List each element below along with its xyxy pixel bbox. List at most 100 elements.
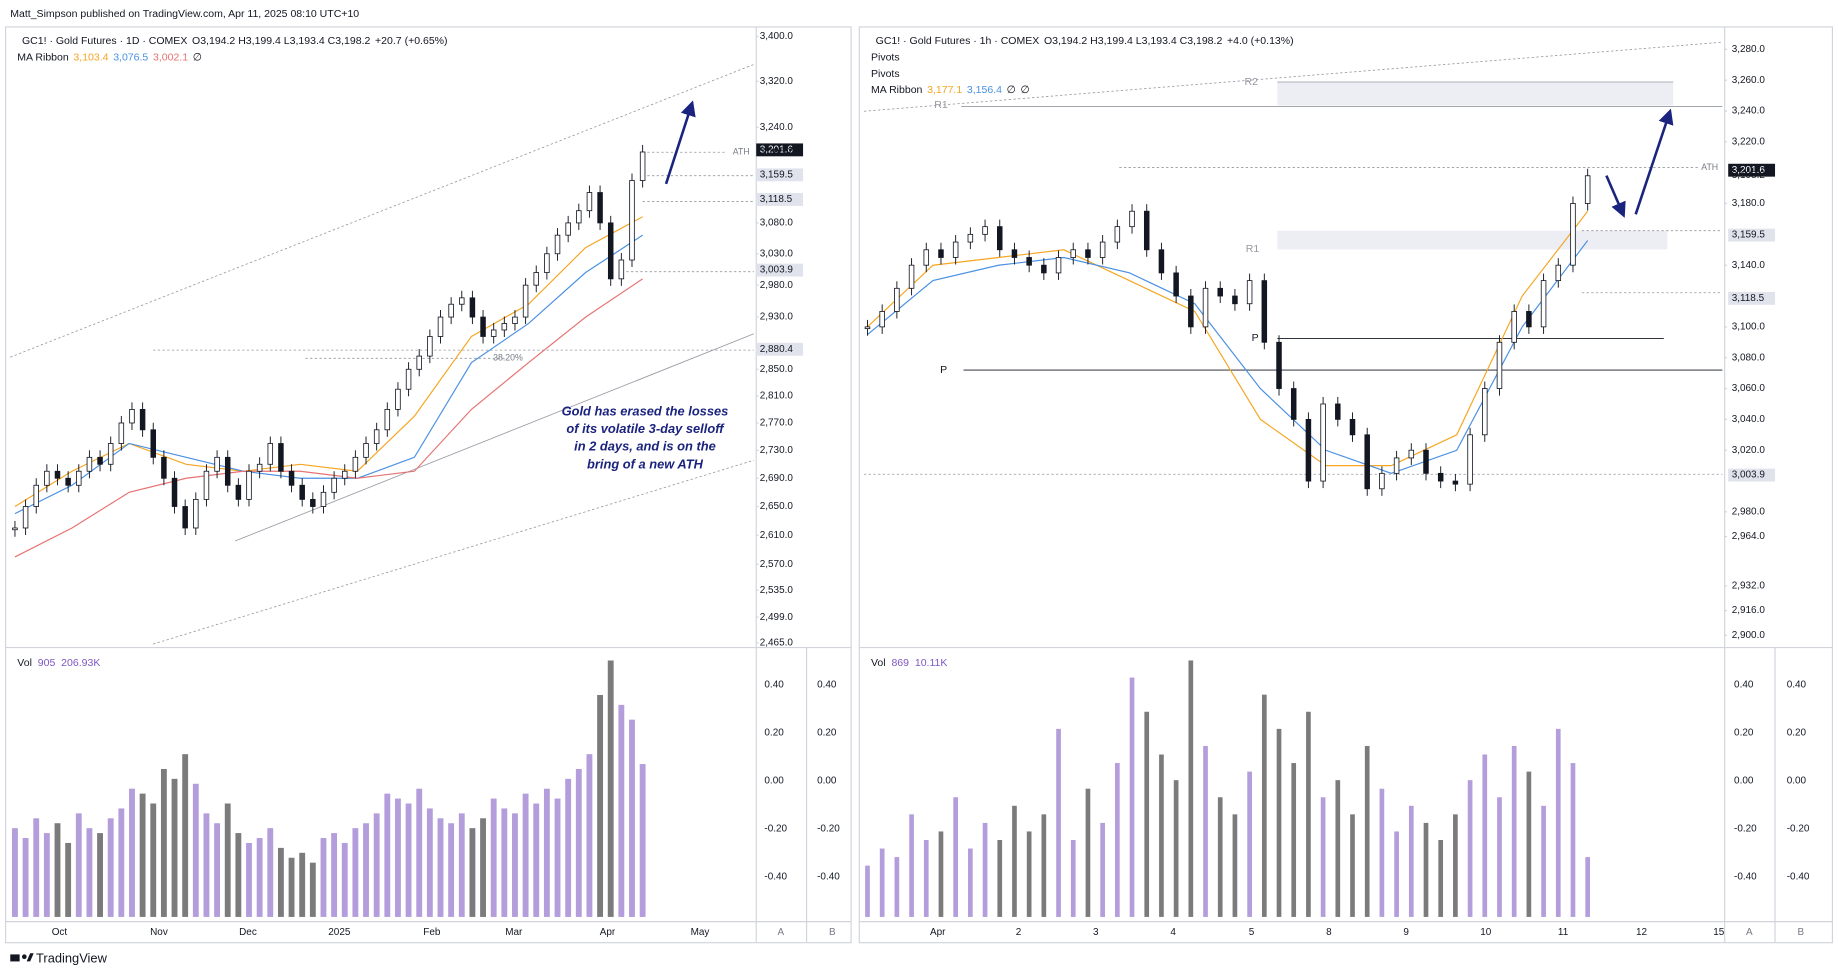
legend-change: +4.0 (+0.13%)	[1227, 35, 1294, 47]
volume-legend: Vol 869 10.11K	[871, 657, 947, 669]
candle	[395, 388, 401, 410]
price-tag-label: 3,118.5	[760, 194, 793, 205]
price-tag	[1728, 468, 1776, 482]
y-tick-label: 3,400.0	[760, 31, 794, 42]
candle	[161, 456, 167, 479]
left-panel-frame	[4, 26, 852, 944]
volume-axis-label: -0.40	[1734, 872, 1757, 883]
volume-axis-label: -0.40	[1787, 872, 1810, 883]
scale-button[interactable]: A	[777, 927, 784, 938]
candle	[512, 316, 518, 324]
volume-bar	[953, 797, 959, 917]
author-line: Matt_Simpson published on TradingView.co…	[10, 8, 359, 20]
volume-bar	[1173, 780, 1179, 917]
drawings-right	[863, 41, 1723, 475]
candle	[1496, 341, 1503, 389]
pivot-label: R1	[934, 99, 948, 111]
x-tick-label: Apr	[600, 927, 616, 938]
x-tick-label: 5	[1249, 927, 1255, 938]
indicator-value: ∅	[193, 51, 202, 63]
candle	[501, 323, 508, 331]
annotation: Gold has erased the losses	[562, 404, 729, 419]
candle	[597, 192, 603, 224]
volume-bar	[480, 818, 486, 917]
indicator-value: ∅	[1021, 84, 1030, 96]
price-tag-label: 3,198.2	[1732, 170, 1766, 181]
y-tick-label: 2,980.0	[1732, 507, 1766, 518]
candle	[288, 470, 295, 486]
candle	[1555, 264, 1562, 282]
x-tick-label: May	[691, 927, 710, 938]
candle	[923, 249, 930, 266]
scale-button[interactable]: A	[1746, 927, 1753, 938]
candle	[1114, 226, 1121, 243]
candle	[214, 456, 220, 472]
volume-bar	[1247, 771, 1252, 917]
y-tick-label: 3,240.0	[760, 122, 794, 133]
price-tag-label: 3,159.5	[760, 169, 794, 180]
indicator-name: MA Ribbon	[17, 51, 69, 63]
volume-bar	[618, 704, 625, 917]
candle	[1584, 175, 1591, 204]
candle	[1232, 295, 1238, 305]
candle	[469, 297, 476, 318]
y-tick-label: 3,080.0	[1732, 352, 1766, 363]
scale-button[interactable]: B	[1797, 927, 1804, 938]
volume-axis-label: 0.20	[1734, 728, 1754, 739]
volume-bar	[331, 833, 338, 917]
candle	[576, 210, 582, 224]
volume-bar	[597, 694, 604, 917]
candle	[1423, 449, 1429, 474]
volume-bar	[997, 839, 1003, 917]
volume-bar	[894, 857, 900, 917]
candle	[44, 470, 50, 486]
trend-line	[863, 41, 1723, 112]
volume-axis-label: 0.40	[817, 680, 837, 691]
volume-axis-label: 0.00	[1787, 776, 1807, 787]
volume-bar	[256, 838, 263, 917]
volume-axis-label: 0.40	[1734, 680, 1754, 691]
volume-bar	[639, 764, 646, 917]
candle	[65, 477, 71, 486]
y-tick-label: 2,850.0	[760, 364, 794, 375]
volume-bar	[405, 803, 412, 917]
y-tick-label: 3,240.0	[1732, 106, 1766, 117]
logo-part	[10, 954, 20, 962]
moving-average	[14, 216, 643, 507]
scale-button[interactable]: B	[829, 927, 836, 938]
candle	[224, 456, 231, 486]
volume-bar	[1555, 728, 1561, 917]
legend: GC1! · Gold Futures · 1D · COMEX O3,194.2…	[22, 35, 448, 47]
volume-bar	[160, 768, 167, 917]
x-tick-label: 15	[1713, 927, 1725, 938]
y-tick-label: 3,060.0	[1732, 383, 1766, 394]
x-tick-label: Feb	[423, 927, 441, 938]
volume-bar	[1570, 763, 1576, 917]
volume-bar	[426, 808, 433, 917]
candle	[908, 264, 915, 289]
candle	[1482, 388, 1488, 436]
candle	[1026, 257, 1032, 266]
price-tag-label: 3,201.6	[760, 144, 794, 155]
volume-bar	[1541, 805, 1546, 917]
candle	[938, 249, 944, 258]
candle	[1393, 457, 1400, 474]
candle	[618, 259, 625, 280]
candle	[1408, 449, 1415, 459]
indicator-value: 3,002.1	[153, 51, 188, 63]
volume-bar	[363, 823, 369, 917]
candle	[320, 491, 327, 507]
volume-bar	[554, 798, 561, 917]
volume-bar	[1012, 805, 1017, 917]
volume-bar	[1276, 728, 1282, 917]
volume-bar	[288, 857, 295, 917]
candle	[1526, 311, 1532, 328]
candle	[565, 222, 571, 236]
candle	[1129, 210, 1135, 228]
candle	[235, 484, 242, 500]
y-tick-label: 2,465.0	[760, 638, 794, 649]
x-tick-label: Mar	[505, 927, 523, 938]
volume-bar	[923, 839, 929, 917]
volume-bar	[139, 793, 146, 917]
volume-axis-label: 0.40	[1787, 680, 1807, 691]
